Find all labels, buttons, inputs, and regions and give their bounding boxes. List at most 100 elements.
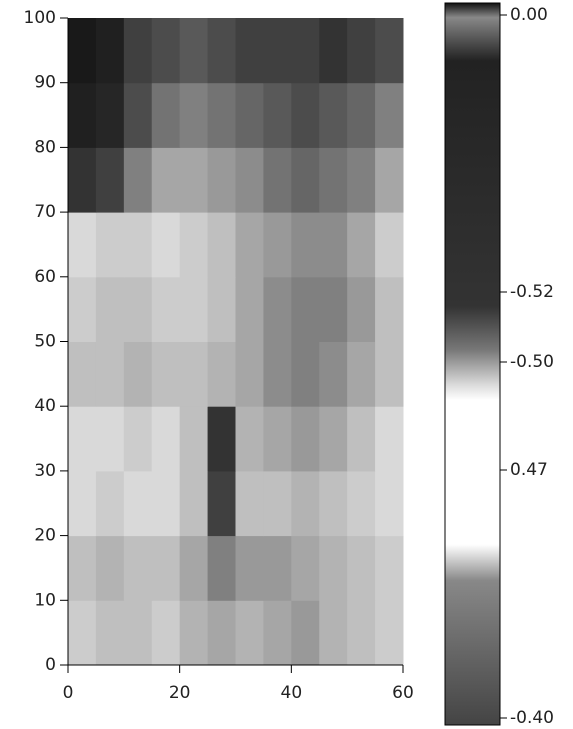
heat-cell (179, 18, 209, 84)
heat-cell (319, 276, 348, 342)
y-tick-label: 50 (34, 332, 56, 352)
heat-cell (207, 341, 236, 407)
heat-cell (235, 82, 264, 148)
heat-cell (319, 18, 348, 84)
heat-cell (151, 600, 181, 666)
heat-cell (263, 535, 292, 601)
heat-cell (68, 18, 97, 84)
heat-cell (291, 147, 320, 213)
heat-cell (207, 82, 236, 148)
x-tick-label: 20 (169, 683, 191, 703)
heat-cell (347, 470, 376, 537)
heat-cell (151, 82, 181, 148)
heat-cell (179, 470, 209, 537)
heat-cell (347, 82, 376, 148)
heat-cell (235, 406, 264, 472)
heat-cell (347, 600, 376, 666)
heat-cell (375, 535, 404, 601)
heat-cell (263, 470, 292, 537)
colorbar-label: -0.40 (510, 708, 554, 728)
heat-cell (291, 82, 320, 148)
heat-cell (68, 535, 97, 601)
heat-cell (263, 600, 292, 666)
heat-cell (263, 406, 292, 472)
heat-cell (375, 341, 404, 407)
heat-cell (151, 18, 181, 84)
heat-cell (179, 535, 209, 601)
heat-cell (207, 470, 236, 537)
heat-cell (291, 18, 320, 84)
heat-cell (263, 212, 292, 278)
x-tick-label: 0 (63, 683, 74, 703)
heat-cell (95, 535, 125, 601)
heat-cell (347, 535, 376, 601)
y-tick-label: 70 (34, 202, 56, 222)
heat-cell (151, 406, 181, 472)
heat-cell (95, 18, 125, 84)
colorbar-label: 0.00 (510, 5, 548, 25)
x-tick-label: 60 (392, 683, 414, 703)
heat-cell (95, 276, 125, 342)
heat-cell (375, 147, 404, 213)
heat-cell (123, 82, 153, 148)
heat-cell (263, 82, 292, 148)
heat-cell (207, 600, 236, 666)
heat-cell (235, 212, 264, 278)
heat-cell (319, 82, 348, 148)
heat-cell (151, 341, 181, 407)
heat-cell (319, 406, 348, 472)
heat-cell (123, 470, 153, 537)
heat-cell (68, 147, 97, 213)
y-tick-label: 10 (34, 590, 56, 610)
heat-cell (235, 600, 264, 666)
heat-cell (123, 276, 153, 342)
heat-cell (319, 535, 348, 601)
heat-cell (151, 212, 181, 278)
heat-cell (235, 535, 264, 601)
heat-cell (235, 147, 264, 213)
heat-cell (319, 470, 348, 537)
heat-cell (235, 276, 264, 342)
heat-cell (68, 341, 97, 407)
y-tick-label: 80 (34, 137, 56, 157)
heat-cell (347, 147, 376, 213)
y-tick-label: 100 (24, 8, 56, 28)
heat-cell (95, 470, 125, 537)
heat-cell (375, 82, 404, 148)
heat-cell (151, 147, 181, 213)
heat-cell (179, 212, 209, 278)
heat-cell (95, 82, 125, 148)
heat-cell (151, 276, 181, 342)
heat-cell (347, 276, 376, 342)
heat-cell (95, 406, 125, 472)
heat-cell (179, 276, 209, 342)
heat-cell (179, 147, 209, 213)
y-tick-label: 30 (34, 461, 56, 481)
heat-cell (151, 470, 181, 537)
y-tick-label: 90 (34, 73, 56, 93)
x-tick-label: 40 (281, 683, 303, 703)
heat-cell (123, 406, 153, 472)
heat-cell (95, 147, 125, 213)
heat-cell (68, 470, 97, 537)
heat-cell (123, 147, 153, 213)
heat-cell (207, 212, 236, 278)
heat-cell (68, 276, 97, 342)
heat-cell (347, 18, 376, 84)
heat-cell (207, 406, 236, 472)
heat-cell (291, 600, 320, 666)
heat-cell (347, 406, 376, 472)
heat-cell (179, 406, 209, 472)
heat-cell (375, 600, 404, 666)
heat-cell (291, 341, 320, 407)
heat-cell (207, 18, 236, 84)
heat-cell (207, 276, 236, 342)
colorbar-label: 0.47 (510, 460, 548, 480)
colorbar-label: -0.50 (510, 352, 554, 372)
colorbar-label: -0.52 (510, 282, 554, 302)
heat-cell (375, 276, 404, 342)
heat-cell (263, 147, 292, 213)
heat-cell (263, 18, 292, 84)
heat-cell (68, 406, 97, 472)
